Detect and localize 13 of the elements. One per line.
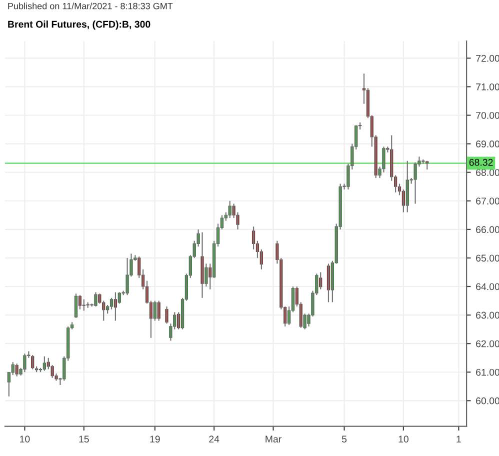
x-tick-label: 1: [456, 436, 461, 442]
candlestick: [82, 298, 86, 312]
x-tick-label: Mar: [266, 436, 282, 443]
ref-line-label: 68.32: [469, 158, 493, 166]
text: Published on 11/Mar/2021 - 8:18:33 GMT: [8, 2, 173, 10]
candlestick: [86, 302, 90, 308]
x-tick-label: 19: [150, 436, 160, 443]
x-tick-label: 10: [398, 436, 408, 443]
x-tick-label: 5: [342, 436, 347, 443]
x-tick-label: 24: [209, 436, 220, 442]
chart-title: Brent Oil Futures, (CFD):B, 300: [8, 20, 150, 30]
x-tick-label: 15: [79, 436, 89, 443]
x-tick-label: 10: [20, 436, 30, 443]
